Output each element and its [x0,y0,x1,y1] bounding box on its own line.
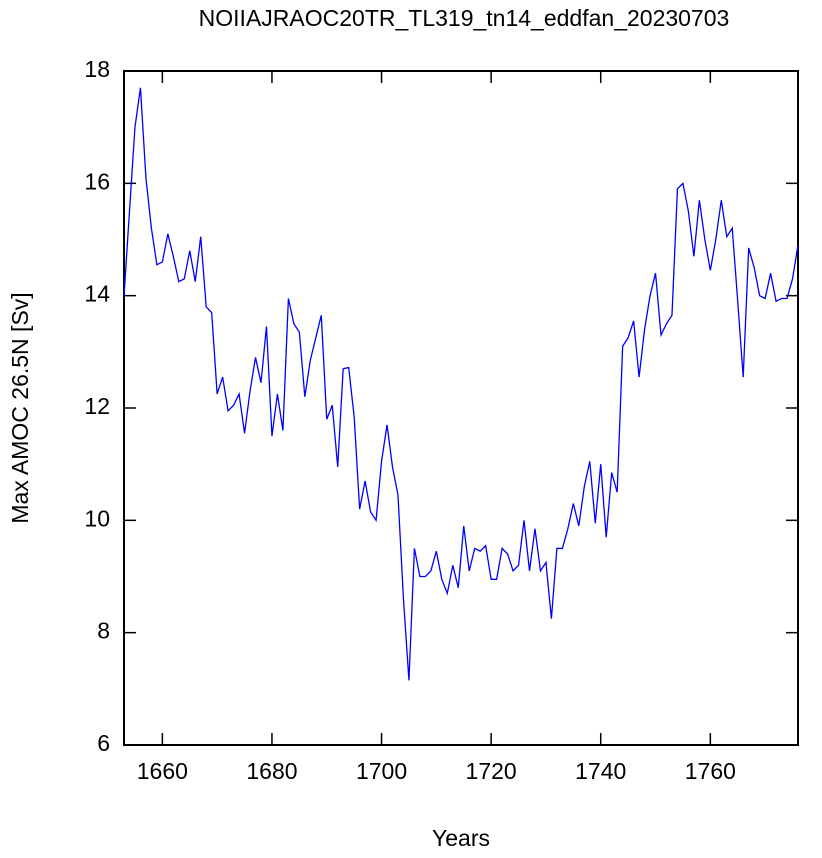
y-tick-label: 12 [84,393,110,419]
y-axis-label: Max AMOC 26.5N [Sv] [7,292,33,523]
chart-title: NOIIAJRAOC20TR_TL319_tn14_eddfan_2023070… [199,5,730,31]
x-tick-label: 1700 [356,758,407,784]
data-line [123,87,799,681]
y-tick-label: 10 [84,505,110,531]
x-tick-label: 1720 [466,758,517,784]
x-axis-label: Years [432,825,490,851]
x-tick-label: 1680 [246,758,297,784]
x-tick-label: 1740 [575,758,626,784]
y-tick-label: 8 [97,618,110,644]
y-tick-label: 14 [84,281,110,307]
y-tick-label: 18 [84,56,110,82]
y-tick-label: 16 [84,168,110,194]
plot-frame [123,70,799,746]
x-tick-label: 1760 [685,758,736,784]
x-tick-label: 1660 [137,758,188,784]
y-tick-label: 6 [97,730,110,756]
